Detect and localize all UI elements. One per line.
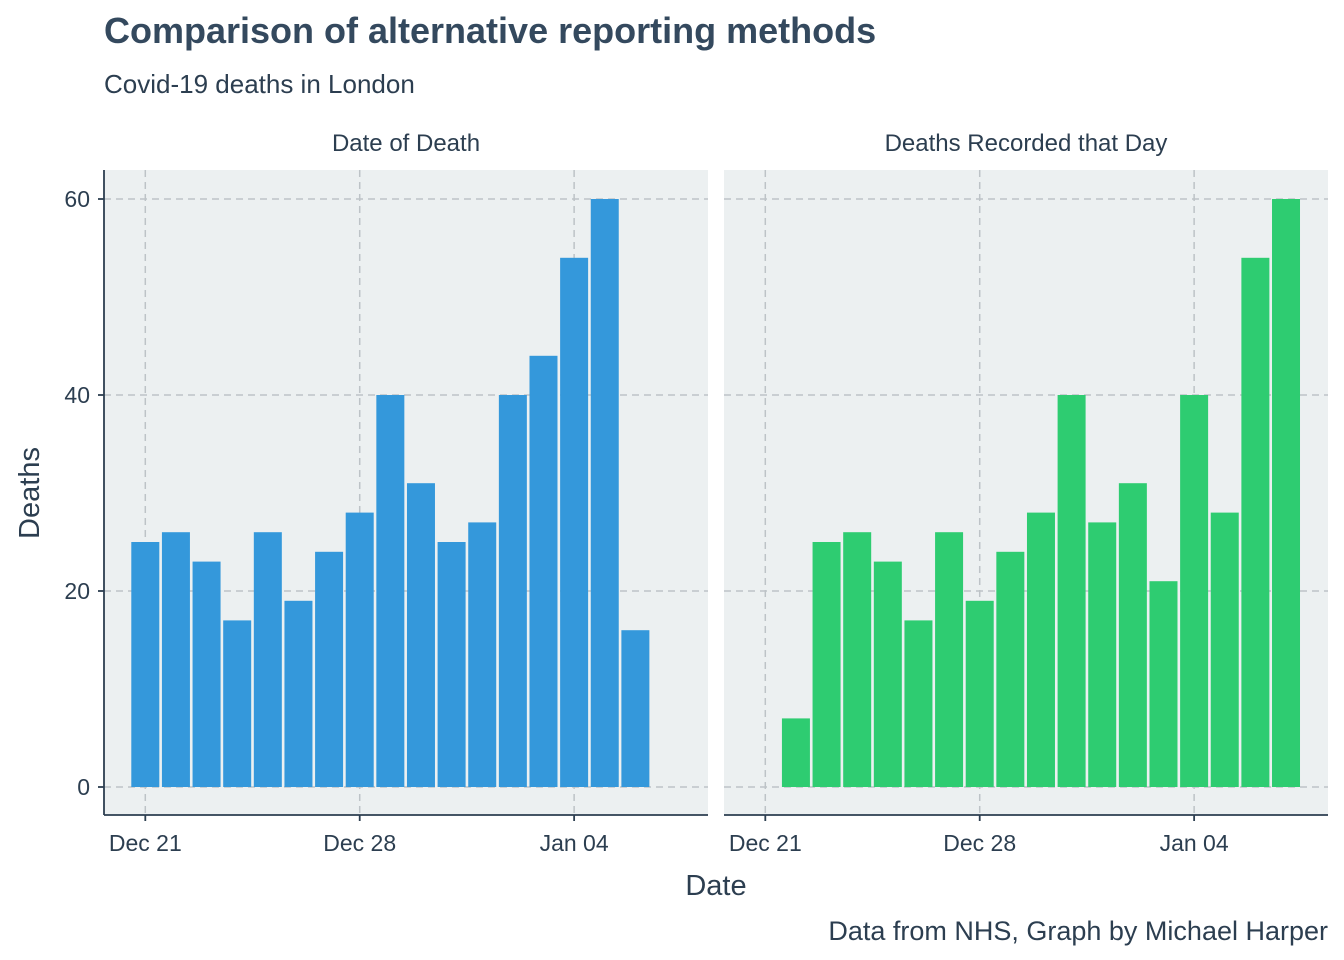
bar xyxy=(1026,512,1055,787)
bar xyxy=(529,355,558,787)
y-tick-label: 60 xyxy=(64,186,90,212)
bar xyxy=(131,542,160,787)
bar xyxy=(560,257,589,787)
y-axis-title: Deaths xyxy=(14,447,46,539)
chart-caption: Data from NHS, Graph by Michael Harper xyxy=(828,916,1328,946)
chart-subtitle: Covid-19 deaths in London xyxy=(104,69,415,99)
x-tick-label: Dec 28 xyxy=(943,830,1016,856)
bar xyxy=(965,600,994,787)
bar xyxy=(1272,199,1301,787)
bar xyxy=(468,522,497,787)
bar xyxy=(1210,512,1239,787)
bar xyxy=(1149,581,1178,787)
bar xyxy=(437,542,466,787)
bar xyxy=(996,551,1025,787)
y-tick-label: 40 xyxy=(64,382,90,408)
panel-1: Date of Death Dec 21 Dec 28 Jan 04 0 20 40 60 xyxy=(64,130,708,856)
bar xyxy=(406,483,435,787)
bar xyxy=(590,199,619,787)
x-tick-label: Dec 21 xyxy=(109,830,182,856)
bar xyxy=(935,532,964,787)
x-tick-label: Jan 04 xyxy=(540,830,609,856)
bar xyxy=(781,718,810,787)
facet-strip-label: Deaths Recorded that Day xyxy=(885,130,1168,157)
bar xyxy=(812,542,841,787)
facet-strip-label: Date of Death xyxy=(332,130,480,157)
bar xyxy=(1057,395,1086,787)
bar xyxy=(904,620,933,787)
bar xyxy=(1088,522,1117,787)
panel-2: Deaths Recorded that Day Dec 21 Dec 28 Jan … xyxy=(724,130,1328,856)
bar xyxy=(1241,257,1270,787)
bar xyxy=(284,600,313,787)
bar xyxy=(843,532,872,787)
bar xyxy=(253,532,282,787)
x-tick-label: Dec 28 xyxy=(323,830,396,856)
y-tick-label: 0 xyxy=(77,774,90,800)
bar xyxy=(315,551,344,787)
bar xyxy=(192,561,221,787)
bar xyxy=(376,395,405,787)
facet-panels: Date of Death Dec 21 Dec 28 Jan 04 0 20 40 60 De… xyxy=(64,130,1328,856)
bar xyxy=(1180,395,1209,787)
chart-title: Comparison of alternative reporting meth… xyxy=(104,10,876,51)
y-tick-label: 20 xyxy=(64,578,90,604)
x-tick-label: Dec 21 xyxy=(729,830,802,856)
bar xyxy=(1118,483,1147,787)
bar xyxy=(223,620,252,787)
bar xyxy=(345,512,374,787)
bar xyxy=(498,395,527,787)
x-tick-label: Jan 04 xyxy=(1160,830,1229,856)
bar xyxy=(161,532,190,787)
x-axis-title: Date xyxy=(685,870,746,902)
bar xyxy=(873,561,902,787)
bar xyxy=(621,630,650,787)
